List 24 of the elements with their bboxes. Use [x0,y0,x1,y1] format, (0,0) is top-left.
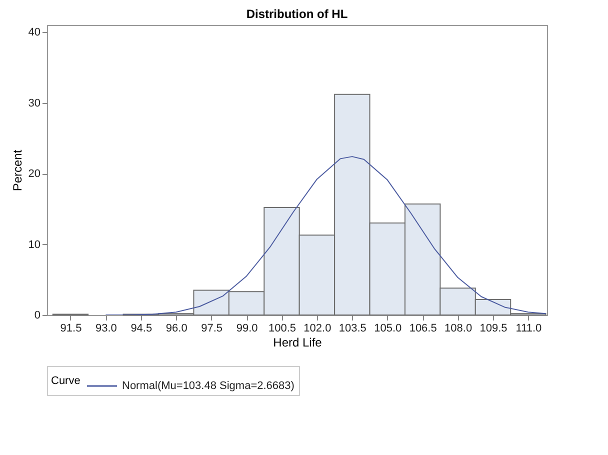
x-tick-label: 96.0 [166,322,188,334]
x-tick-label: 91.5 [60,322,82,334]
x-tick-label: 99.0 [236,322,258,334]
x-tick-label: 102.0 [304,322,332,334]
legend-title: Curve [51,375,80,387]
x-tick-label: 103.5 [338,322,366,334]
x-tick-label: 97.5 [201,322,223,334]
x-tick-label: 109.5 [480,322,508,334]
legend-label: Normal(Mu=103.48 Sigma=2.6683) [122,380,294,392]
x-tick-label: 105.0 [374,322,402,334]
y-tick-label: 20 [28,168,40,180]
x-tick-label: 93.0 [95,322,117,334]
x-tick-label: 108.0 [444,322,472,334]
y-axis-title: Percent [10,149,24,192]
y-tick-label: 30 [28,97,40,110]
y-tick-label: 0 [34,310,40,322]
x-tick-label: 100.5 [268,322,296,334]
x-tick-label: 111.0 [516,322,542,334]
y-tick-label: 10 [28,238,40,251]
x-axis-title: Herd Life [273,336,322,350]
y-tick-label: 40 [28,26,40,39]
x-tick-label: 94.5 [130,322,152,334]
chart-title: Distribution of HL [246,7,348,21]
x-tick-label: 106.5 [409,322,437,334]
